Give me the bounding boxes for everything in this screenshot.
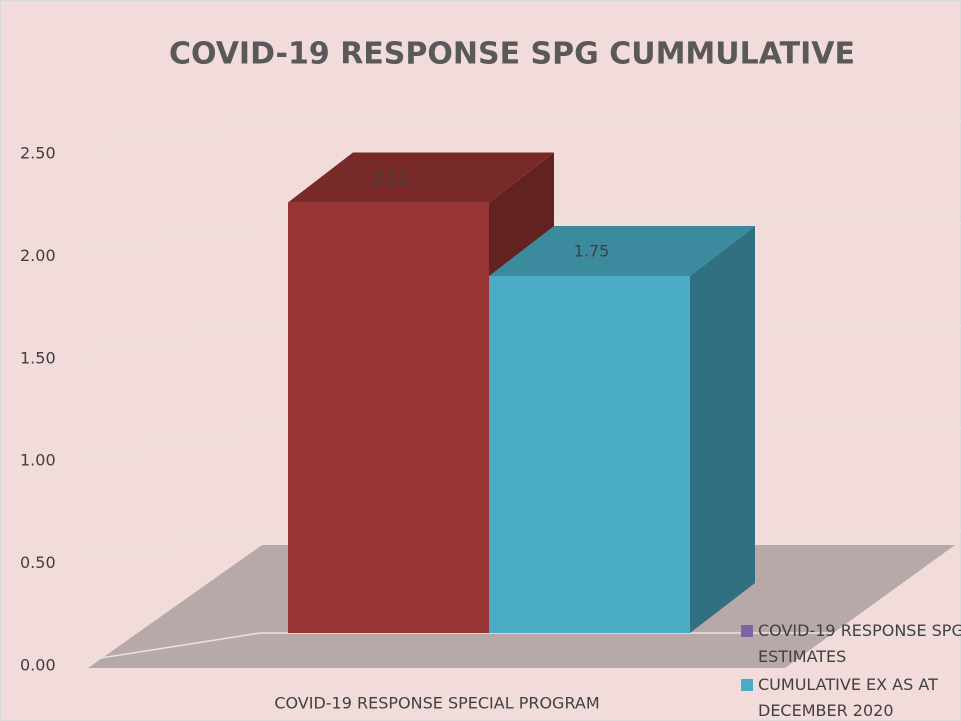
y-tick-label: 0.00	[20, 656, 56, 675]
y-tick-label: 0.50	[20, 553, 56, 572]
y-tick-label: 2.00	[20, 246, 56, 265]
legend-item: CUMULATIVE EX AS AT DECEMBER 2020	[741, 672, 961, 721]
bar-side	[690, 226, 755, 633]
grid-line	[87, 120, 961, 149]
y-tick-label: 1.50	[20, 348, 56, 367]
bar-top	[288, 152, 554, 203]
chart-title: COVID-19 RESPONSE SPG CUMMULATIVE	[169, 37, 855, 72]
grid-line	[87, 632, 961, 661]
bar	[288, 202, 489, 633]
y-tick-label: 2.50	[20, 144, 56, 163]
grid-line	[87, 222, 961, 252]
x-tick-label: COVID-19 RESPONSE SPECIAL PROGRAM	[274, 694, 599, 713]
bar-top	[489, 226, 755, 276]
bar	[489, 276, 690, 633]
legend-label: CUMULATIVE EX AS AT DECEMBER 2020	[758, 675, 938, 720]
legend-label: COVID-19 RESPONSE SPG ESTIMATES	[758, 621, 961, 666]
y-tick-label: 1.00	[20, 451, 56, 470]
data-label: 1.75	[574, 242, 610, 261]
legend-swatch	[741, 625, 753, 637]
legend-swatch	[741, 679, 753, 691]
legend-item: COVID-19 RESPONSE SPG ESTIMATES	[741, 618, 961, 670]
data-label: 2.11	[373, 168, 409, 187]
